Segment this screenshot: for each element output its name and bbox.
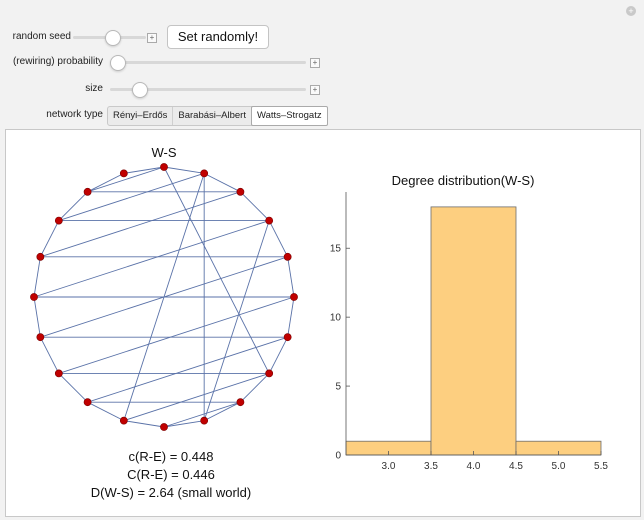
x-tick-label: 5.0: [552, 461, 566, 472]
graph-node: [83, 398, 92, 407]
y-tick-label: 10: [330, 313, 342, 324]
random-seed-expand-icon[interactable]: +: [147, 33, 157, 43]
random-seed-row: random seed + Set randomly!: [0, 25, 644, 49]
y-tick-label: 5: [335, 382, 341, 393]
x-tick-label: 4.0: [467, 461, 481, 472]
graph-edge: [268, 336, 289, 374]
graph-edge: [287, 296, 295, 338]
graph-edge: [203, 401, 241, 422]
graph-edge: [33, 256, 41, 298]
x-tick-label: 4.5: [509, 461, 523, 472]
graph-edge: [58, 191, 88, 221]
x-tick-label: 3.5: [424, 461, 438, 472]
graph-node: [265, 216, 274, 225]
graph-node: [119, 416, 128, 425]
y-tick-label: 15: [330, 244, 342, 255]
size-row: size +: [0, 79, 644, 99]
network-type-label: network type: [46, 109, 103, 120]
probability-slider[interactable]: [110, 61, 306, 64]
diameter-ws-stat: D(W-S) = 2.64 (small world): [90, 485, 252, 500]
graph-edge: [58, 373, 88, 403]
graph-edge: [39, 220, 60, 258]
graph-node: [283, 252, 292, 261]
graph-node: [30, 293, 38, 301]
probability-row: (rewiring) probability +: [0, 52, 644, 72]
panel-options-icon[interactable]: +: [626, 6, 636, 16]
random-seed-knob[interactable]: [105, 30, 121, 46]
histogram-bar: [430, 206, 517, 456]
probability-expand-icon[interactable]: +: [310, 58, 320, 68]
network-type-option-watts-strogatz[interactable]: Watts–Strogatz: [251, 106, 328, 126]
size-knob[interactable]: [132, 82, 148, 98]
graph-edge: [40, 191, 241, 258]
network-type-row: network type: [0, 105, 106, 125]
graph-edge: [123, 173, 205, 421]
graph-node: [160, 163, 168, 171]
network-graph: W-S: [30, 145, 298, 431]
graph-edge: [33, 296, 41, 338]
global-clustering-re-stat: C(R-E) = 0.446: [127, 467, 215, 482]
graph-edge: [123, 372, 270, 422]
graph-node: [236, 398, 245, 407]
graph-node: [236, 187, 245, 196]
size-expand-icon[interactable]: +: [310, 85, 320, 95]
graph-edge: [87, 172, 125, 193]
graph-edge: [203, 172, 241, 193]
graph-edge: [240, 191, 270, 221]
output-panel: W-S c(R-E) = 0.448 C(R-E) = 0.446 D(W-S)…: [5, 129, 641, 517]
x-tick-label: 5.5: [594, 461, 608, 472]
network-type-option-barabasi-albert[interactable]: Barabási–Albert: [173, 107, 252, 125]
graph-edge: [268, 220, 289, 258]
graph-edge: [58, 172, 205, 222]
histogram-title: Degree distribution(W-S): [392, 173, 535, 188]
graph-node: [200, 416, 209, 425]
degree-histogram: Degree distribution(W-S) 0 5 10 15 3.0 3.5 4.0…: [330, 173, 609, 472]
graph-edge: [163, 401, 241, 428]
graph-edge: [87, 166, 165, 193]
graph-node: [200, 169, 209, 178]
graph-node: [160, 423, 168, 431]
graph-edge: [203, 220, 270, 421]
graph-node: [83, 187, 92, 196]
graph-edge: [87, 401, 125, 422]
graph-edge: [240, 373, 270, 403]
graph-edge: [87, 336, 288, 403]
graph-edge: [287, 256, 295, 298]
random-seed-label: random seed: [12, 31, 71, 42]
y-tick-label: 0: [335, 451, 341, 462]
graph-edge: [163, 420, 205, 428]
graph-node: [36, 333, 45, 342]
probability-label: (rewiring) probability: [12, 56, 103, 67]
graph-edge: [163, 166, 270, 374]
graph-node: [119, 169, 128, 178]
graph-edge: [123, 166, 165, 174]
set-randomly-button[interactable]: Set randomly!: [167, 25, 269, 49]
graph-edge: [58, 296, 295, 374]
graph-edge: [123, 420, 165, 428]
graph-node: [265, 369, 274, 378]
graph-node: [283, 333, 292, 342]
size-label: size: [85, 83, 103, 94]
graph-edge: [33, 220, 270, 298]
graph-node: [290, 293, 298, 301]
graph-edge: [39, 336, 60, 374]
graph-node: [54, 216, 63, 225]
clustering-re-stat: c(R-E) = 0.448: [128, 449, 214, 464]
graph-edge: [163, 166, 205, 174]
network-type-option-renyi-erdos[interactable]: Rényi–Erdős: [108, 107, 174, 125]
probability-knob[interactable]: [110, 55, 126, 71]
size-slider[interactable]: [110, 88, 306, 91]
network-type-selector[interactable]: Rényi–Erdős Barabási–Albert Watts–Stroga…: [107, 106, 328, 126]
graph-node: [54, 369, 63, 378]
x-tick-label: 3.0: [382, 461, 396, 472]
graph-title: W-S: [151, 145, 176, 160]
graph-node: [36, 252, 45, 261]
